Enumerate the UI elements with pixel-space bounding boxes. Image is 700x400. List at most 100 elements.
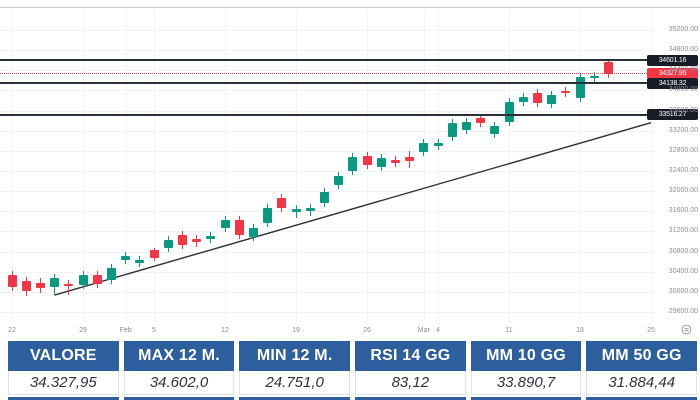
v-gridline <box>154 10 155 322</box>
candle-body <box>106 268 116 281</box>
price-chart[interactable]: 34601.16 34327.95 34138.32 33516.27 35200.0… <box>0 0 700 340</box>
candle-body <box>92 274 102 284</box>
price-tick-label: 32400.00 <box>668 167 698 174</box>
v-gridline <box>225 10 226 322</box>
date-tick-label: 19 <box>292 327 300 334</box>
h-gridline <box>0 171 656 172</box>
candle-body <box>419 143 429 152</box>
h-gridline <box>0 90 656 92</box>
level-price-tag: 34138.32 <box>647 77 698 89</box>
horizontal-level-line[interactable] <box>0 82 647 85</box>
v-gridline <box>580 10 581 322</box>
price-tick-label: 33200.00 <box>668 126 698 134</box>
candle-body <box>291 209 301 213</box>
price-tick-label: 31200.00 <box>668 227 698 235</box>
table-header-row: VALORE MAX 12 M. MIN 12 M. RSI 14 GG MM 10 G… <box>0 341 700 371</box>
candle-body <box>589 75 599 78</box>
price-tick-label: 34800.00 <box>668 46 698 54</box>
table-header-cell: VALORE <box>8 341 119 371</box>
table-header-cell: MAX 12 M. <box>123 341 235 371</box>
table-header-cell: MM 10 GG <box>470 341 582 371</box>
candle-body <box>177 235 187 246</box>
candle-body <box>135 260 145 263</box>
candle-body <box>121 256 131 261</box>
date-tick-label: 18 <box>576 327 584 334</box>
current-price-line[interactable] <box>0 72 647 74</box>
table-bottom-strip <box>470 397 582 400</box>
h-gridline <box>0 70 656 72</box>
candle-body <box>405 157 415 161</box>
candle-body <box>149 250 159 258</box>
price-tick-label: 33600.00 <box>668 106 698 114</box>
candle-body <box>7 274 17 288</box>
table-bottom-strip <box>123 397 235 400</box>
price-tick-label: 34000.00 <box>668 86 698 94</box>
candle-body <box>348 157 358 171</box>
price-tick-label: 30800.00 <box>668 247 698 255</box>
h-gridline <box>0 110 656 112</box>
candle-body <box>362 155 372 165</box>
date-tick-label: 4 <box>436 327 440 334</box>
horizontal-level-line[interactable] <box>0 113 647 116</box>
candle-body <box>603 62 613 74</box>
candle-body <box>277 197 287 208</box>
price-tick-label: 30000.00 <box>668 287 698 295</box>
v-gridline <box>12 10 13 322</box>
table-value-cell: 33.890,7 <box>470 371 582 395</box>
candle-body <box>561 90 571 93</box>
date-tick-label: 22 <box>8 327 16 334</box>
table-value-cell: 83,12 <box>355 371 466 395</box>
date-tick-label: 11 <box>505 327 513 334</box>
candle-body <box>64 284 74 286</box>
table-value-cell: 31.884,44 <box>586 371 698 395</box>
candle-body <box>518 97 528 102</box>
horizontal-level-line[interactable] <box>0 59 647 62</box>
candle-body <box>476 117 486 123</box>
candle-body <box>532 92 542 103</box>
h-gridline <box>0 30 656 31</box>
price-tick-label: 30400.00 <box>668 267 698 275</box>
h-gridline <box>0 130 656 132</box>
h-gridline <box>0 251 656 253</box>
candle-body <box>305 208 315 212</box>
candle-body <box>220 219 230 228</box>
price-tick-label: 29600.00 <box>668 308 698 315</box>
date-tick-label: 29 <box>79 327 87 334</box>
candle-body <box>547 95 557 104</box>
candle-body <box>319 191 329 203</box>
v-gridline <box>651 10 652 322</box>
candle-body <box>192 238 202 242</box>
h-gridline <box>0 50 656 52</box>
indicator-table: VALORE MAX 12 M. MIN 12 M. RSI 14 GG MM 10 G… <box>0 341 700 400</box>
table-header-cell: MM 50 GG <box>586 341 698 371</box>
price-tick-label: 31600.00 <box>668 207 698 215</box>
candle-body <box>35 282 45 289</box>
trend-line[interactable] <box>54 121 652 296</box>
table-bottom-strip <box>8 397 119 400</box>
date-tick-label: 12 <box>221 327 229 334</box>
price-tick-label: 32000.00 <box>668 187 698 195</box>
candle-wick <box>68 280 70 296</box>
top-divider <box>0 7 700 8</box>
table-value-cell: 24.751,0 <box>239 371 351 395</box>
candle-body <box>447 123 457 137</box>
date-tick-label: Feb <box>119 327 132 334</box>
candle-body <box>50 278 60 287</box>
candle-body <box>575 76 585 98</box>
price-scale-settings-icon[interactable] <box>681 324 692 335</box>
candle-body <box>78 274 88 285</box>
level-price-tag: 34601.16 <box>647 54 698 66</box>
table-value-cell: 34.602,0 <box>123 371 235 395</box>
v-gridline <box>125 10 127 322</box>
price-tick-label: 35200.00 <box>668 26 698 33</box>
v-gridline <box>509 10 510 322</box>
candle-body <box>206 236 216 239</box>
candle-body <box>504 102 514 122</box>
date-tick-label: 26 <box>363 327 371 334</box>
candle-body <box>234 219 244 235</box>
table-bottom-strip <box>239 397 351 400</box>
price-tick-label: 34400.00 <box>668 66 698 74</box>
table-header-cell: MIN 12 M. <box>239 341 351 371</box>
candle-body <box>461 122 471 130</box>
candle-body <box>376 158 386 167</box>
